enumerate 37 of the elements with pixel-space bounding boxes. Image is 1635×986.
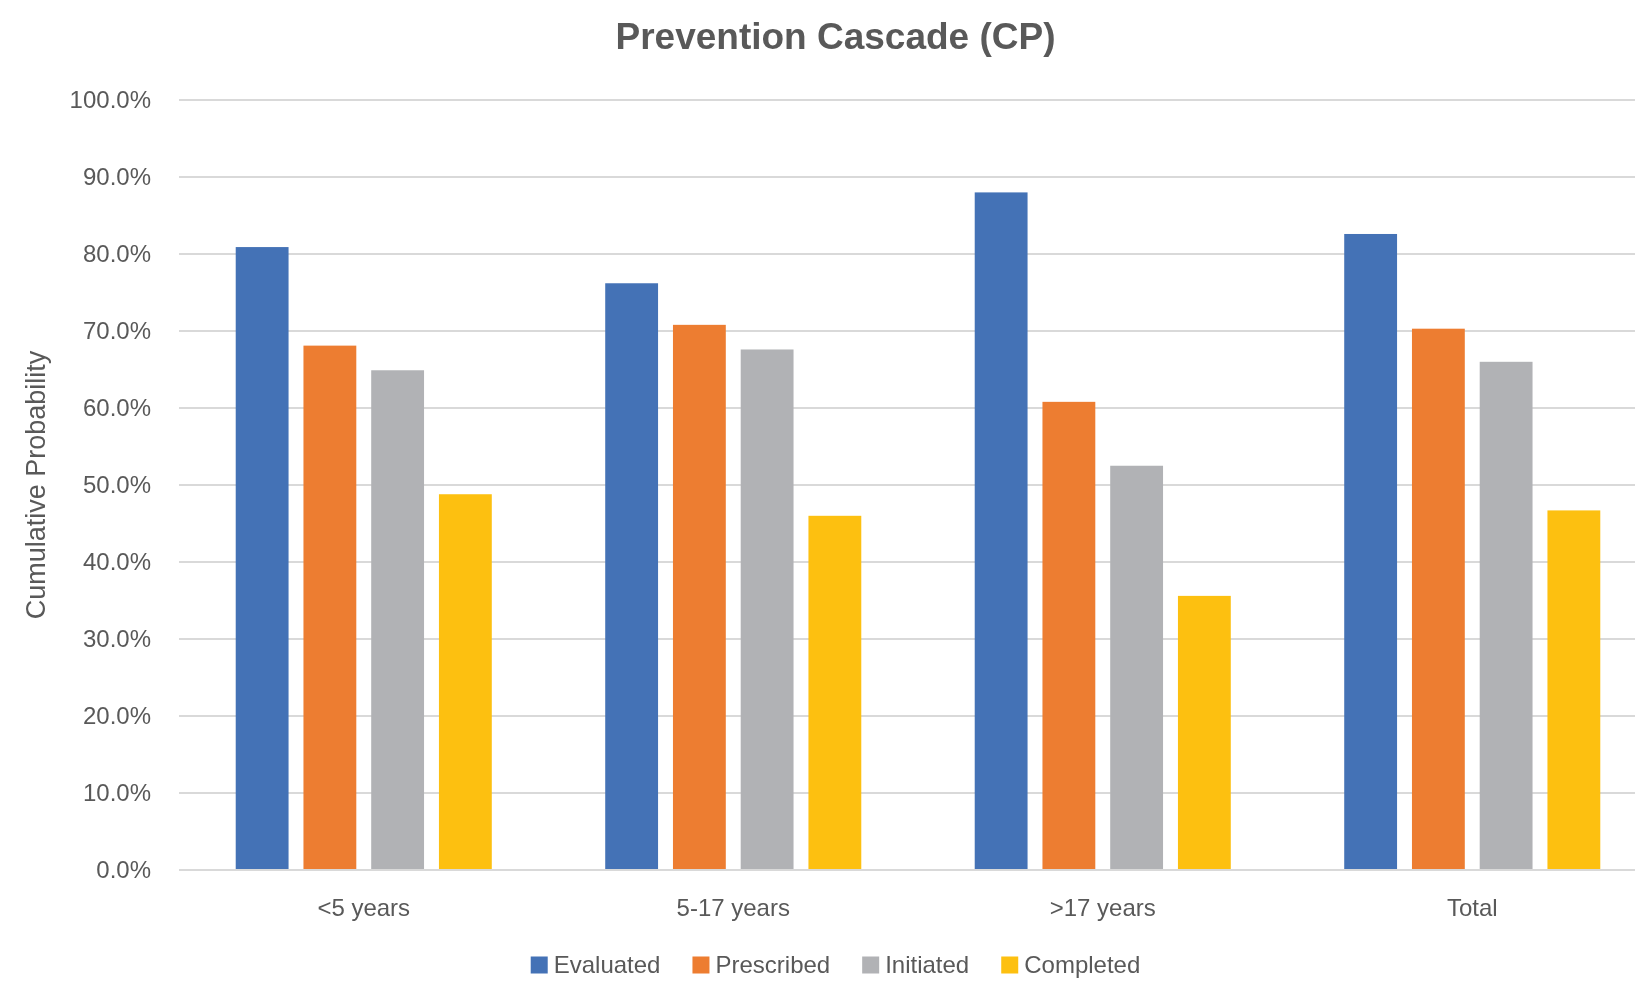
legend-label: Completed bbox=[1024, 951, 1141, 979]
x-tick-label: Total bbox=[1446, 894, 1498, 922]
y-tick-label: 20.0% bbox=[82, 702, 151, 730]
legend-label: Prescribed bbox=[715, 951, 831, 979]
bar bbox=[808, 515, 862, 870]
chart-title: Prevention Cascade (CP) bbox=[615, 15, 1056, 57]
bar bbox=[1110, 465, 1164, 870]
x-tick-label: 5-17 years bbox=[676, 894, 790, 922]
bar bbox=[235, 247, 289, 870]
bar bbox=[672, 324, 726, 870]
y-tick-label: 0.0% bbox=[96, 856, 151, 884]
legend-label: Evaluated bbox=[553, 951, 661, 979]
bar bbox=[1344, 233, 1398, 870]
bar bbox=[438, 494, 492, 870]
bar bbox=[1411, 328, 1465, 870]
bar bbox=[1177, 595, 1231, 870]
bar bbox=[740, 349, 794, 870]
bar bbox=[974, 192, 1028, 870]
y-tick-label: 60.0% bbox=[82, 394, 151, 422]
y-axis-title: Cumulative Probability bbox=[21, 350, 52, 620]
bar bbox=[1547, 510, 1601, 870]
y-tick-label: 100.0% bbox=[69, 86, 151, 114]
y-tick-label: 50.0% bbox=[82, 471, 151, 499]
y-tick-label: 90.0% bbox=[82, 163, 151, 191]
x-tick-label: <5 years bbox=[317, 894, 411, 922]
y-tick-label: 10.0% bbox=[82, 779, 151, 807]
bar bbox=[371, 370, 425, 870]
bar bbox=[303, 345, 357, 870]
bar bbox=[1479, 361, 1533, 870]
y-tick-label: 40.0% bbox=[82, 548, 151, 576]
bar bbox=[1042, 401, 1096, 870]
bar bbox=[605, 283, 659, 870]
y-tick-label: 30.0% bbox=[82, 625, 151, 653]
y-tick-label: 80.0% bbox=[82, 240, 151, 268]
x-tick-label: >17 years bbox=[1049, 894, 1156, 922]
legend-label: Initiated bbox=[885, 951, 970, 979]
y-tick-label: 70.0% bbox=[82, 317, 151, 345]
